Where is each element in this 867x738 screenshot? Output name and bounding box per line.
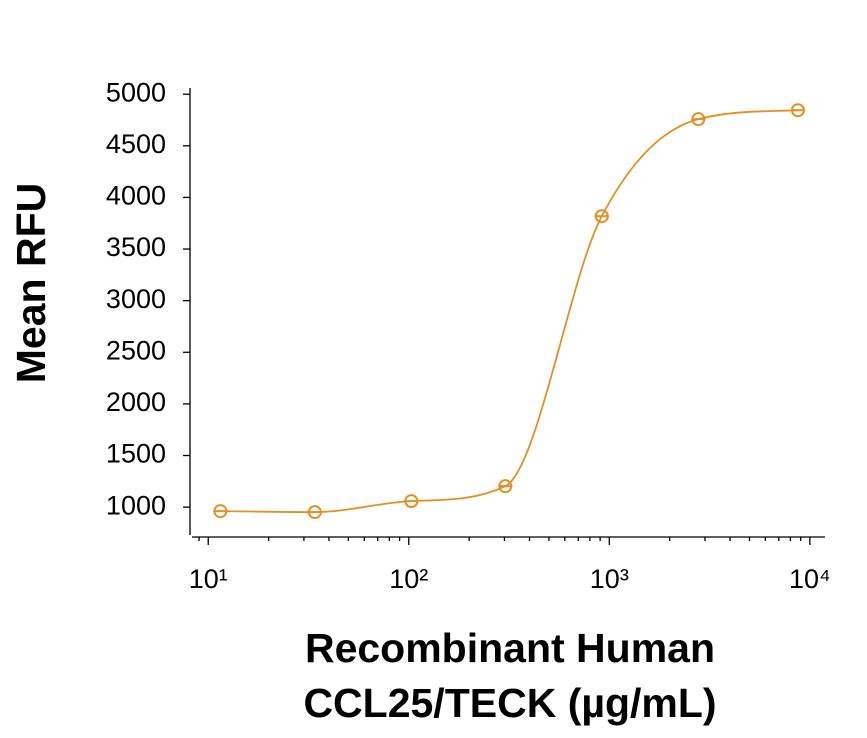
x-tick-label: 10³ xyxy=(590,564,629,594)
point xyxy=(213,504,228,519)
point xyxy=(404,494,419,509)
x-tick-label: 10² xyxy=(389,564,428,594)
y-tick-label: 4500 xyxy=(106,129,166,159)
y-tick-label: 3000 xyxy=(106,284,166,314)
y-tick-label: 4000 xyxy=(106,181,166,211)
y-tick-label: 3500 xyxy=(106,232,166,262)
fit-curve xyxy=(220,109,798,513)
point xyxy=(691,112,706,127)
point xyxy=(498,479,513,494)
point xyxy=(307,505,322,520)
y-axis-label: Mean RFU xyxy=(8,183,54,383)
x-axis-label: Recombinant Human xyxy=(305,625,715,671)
x-tick-label: 10¹ xyxy=(189,564,228,594)
point xyxy=(790,103,805,118)
y-tick-label: 1000 xyxy=(106,490,166,520)
point xyxy=(594,209,609,224)
x-tick-label: 10⁴ xyxy=(789,564,831,594)
y-tick-label: 2500 xyxy=(106,335,166,365)
y-tick-label: 1500 xyxy=(106,439,166,469)
y-tick-label: 5000 xyxy=(106,77,166,107)
x-axis-label: CCL25/TECK (µg/mL) xyxy=(303,680,716,726)
y-tick-label: 2000 xyxy=(106,387,166,417)
